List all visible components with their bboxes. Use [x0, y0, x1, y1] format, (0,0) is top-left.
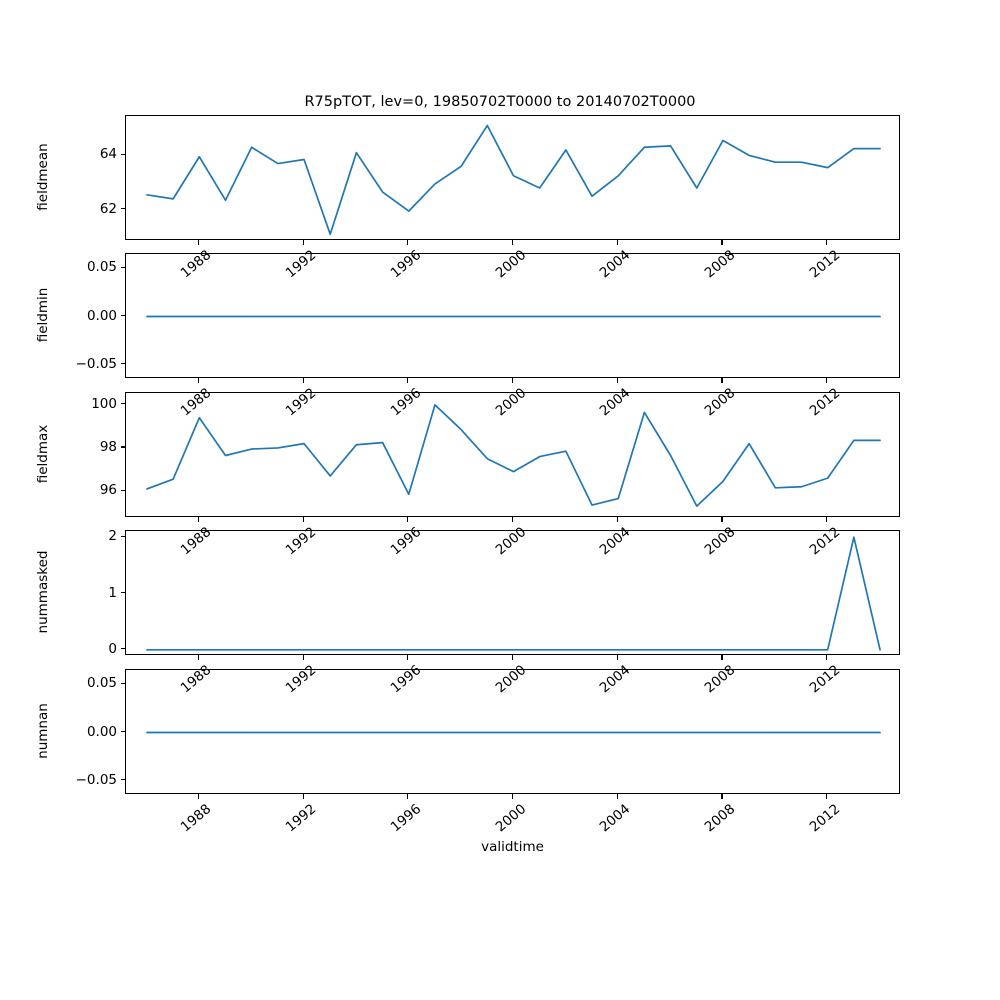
- data-line-numnan: [146, 731, 881, 734]
- y-tick-label: 96: [99, 482, 117, 499]
- y-tick-mark: [120, 592, 125, 594]
- x-tick-mark: [197, 517, 199, 522]
- data-line-nummasked: [146, 536, 881, 651]
- x-tick-mark: [826, 517, 828, 522]
- x-tick-mark: [616, 240, 618, 245]
- y-tick-mark: [120, 682, 125, 685]
- x-tick-mark: [616, 517, 618, 522]
- y-tick-label: 2: [108, 528, 117, 545]
- y-tick-label: 98: [99, 438, 117, 455]
- x-tick-mark: [407, 378, 409, 383]
- y-tick-mark: [120, 446, 125, 448]
- y-tick-label: 1: [108, 584, 117, 601]
- y-tick-mark: [120, 363, 125, 365]
- plot-panel-fieldmax: [125, 392, 900, 517]
- x-tick-mark: [512, 655, 514, 660]
- y-tick-label: −0.05: [75, 355, 117, 372]
- x-tick-mark: [721, 378, 723, 383]
- x-axis-label: validtime: [481, 839, 544, 855]
- x-tick-mark: [512, 378, 514, 383]
- y-tick-label: 64: [99, 146, 117, 163]
- y-tick-mark: [120, 489, 125, 491]
- x-tick-mark: [302, 240, 304, 245]
- x-tick-mark: [302, 378, 304, 383]
- figure-title: R75pTOT, lev=0, 19850702T0000 to 2014070…: [304, 94, 696, 110]
- y-tick-label: −0.05: [75, 771, 117, 788]
- x-tick-mark: [407, 794, 409, 799]
- x-tick-mark: [721, 794, 723, 799]
- plot-panel-fieldmin: [125, 253, 900, 378]
- y-tick-label: 0.00: [86, 723, 117, 740]
- y-tick-label: 0.05: [86, 259, 117, 276]
- x-tick-mark: [616, 378, 618, 383]
- x-tick-mark: [826, 794, 828, 799]
- y-tick-mark: [120, 315, 125, 317]
- x-tick-mark: [721, 240, 723, 245]
- y-tick-mark: [120, 208, 125, 210]
- data-line-fieldmean: [146, 124, 881, 236]
- y-tick-label: 0: [108, 640, 117, 657]
- x-tick-mark: [512, 794, 514, 799]
- x-tick-mark: [407, 240, 409, 245]
- data-line-fieldmin: [146, 315, 881, 318]
- x-tick-mark: [197, 240, 199, 245]
- x-tick-mark: [721, 517, 723, 522]
- plot-panel-fieldmean: [125, 115, 900, 240]
- plot-panel-nummasked: [125, 530, 900, 655]
- data-line-fieldmax: [146, 404, 881, 508]
- x-tick-mark: [826, 655, 828, 660]
- y-tick-mark: [120, 731, 125, 733]
- x-tick-mark: [826, 240, 828, 245]
- x-tick-mark: [407, 655, 409, 660]
- x-tick-mark: [826, 378, 828, 383]
- y-tick-mark: [120, 535, 125, 537]
- x-tick-mark: [512, 240, 514, 245]
- x-tick-mark: [407, 517, 409, 522]
- y-tick-mark: [120, 403, 125, 405]
- y-tick-label: 100: [91, 395, 117, 412]
- x-tick-mark: [302, 794, 304, 799]
- y-tick-label: 0.00: [86, 307, 117, 324]
- x-tick-mark: [197, 794, 199, 799]
- plot-panel-numnan: [125, 669, 900, 794]
- y-tick-mark: [120, 266, 125, 269]
- x-tick-mark: [721, 655, 723, 660]
- y-tick-label: 0.05: [86, 675, 117, 692]
- y-axis-label-numnan: numnan: [35, 702, 51, 759]
- y-tick-mark: [120, 648, 125, 650]
- x-tick-mark: [616, 794, 618, 799]
- y-tick-mark: [120, 779, 125, 781]
- x-tick-mark: [616, 655, 618, 660]
- x-tick-mark: [197, 378, 199, 383]
- x-tick-mark: [197, 655, 199, 660]
- x-tick-mark: [302, 655, 304, 660]
- y-tick-label: 62: [99, 200, 117, 217]
- x-tick-mark: [302, 517, 304, 522]
- y-tick-mark: [120, 153, 125, 155]
- x-tick-mark: [512, 517, 514, 522]
